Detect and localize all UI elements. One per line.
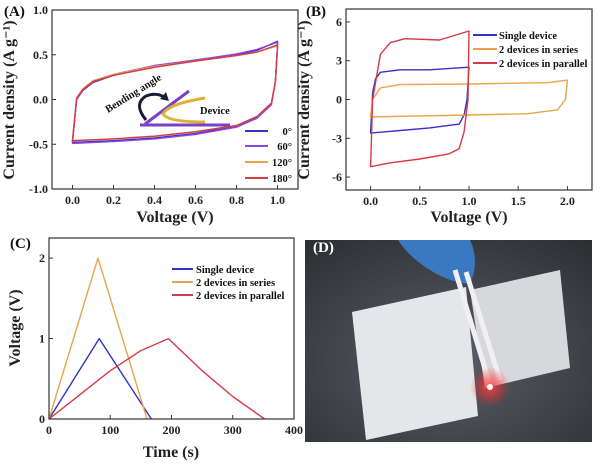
legend-label: 2 devices in parallel <box>196 291 284 302</box>
y-tick-label: 1.0 <box>33 3 48 17</box>
x-tick-label: 0.0 <box>65 193 80 207</box>
x-tick-label: 0.0 <box>363 194 378 208</box>
y-tick-label: -1.0 <box>29 182 48 196</box>
y-tick-label: 0 <box>336 93 342 107</box>
panel-label-d: (D) <box>313 240 334 256</box>
chart-panel-b: Single device 2 devices in series 2 device… <box>296 4 593 226</box>
legend-label: 2 devices in series <box>499 45 578 56</box>
legend-label: 2 devices in series <box>196 278 275 289</box>
x-tick-label: 1.0 <box>462 194 477 208</box>
series-line-1 <box>48 257 148 420</box>
x-tick-label: 0.5 <box>412 194 427 208</box>
annotation-device: Device <box>200 106 230 117</box>
x-tick-label: 100 <box>101 423 119 437</box>
x-tick-label: 300 <box>224 423 242 437</box>
device-packet <box>352 287 478 440</box>
series-line-0 <box>369 66 470 134</box>
x-tick-label: 0.4 <box>147 193 162 207</box>
x-tick-label: 1.5 <box>511 194 526 208</box>
y-tick-label: 1 <box>39 332 45 346</box>
y-axis-label: Current density (A g⁻¹) <box>296 20 313 179</box>
axes-frame <box>48 237 295 420</box>
x-axis-label: Time (s) <box>143 444 199 461</box>
y-tick-label: 2 <box>39 251 45 265</box>
bending-inset: Bending angle Device <box>104 72 230 127</box>
device-shape <box>161 96 206 124</box>
x-tick-label: 2.0 <box>560 194 575 208</box>
legend-label: 0° <box>283 127 292 138</box>
x-tick-label: 0 <box>46 423 52 437</box>
series-line-3 <box>71 44 279 142</box>
x-tick-label: 400 <box>285 423 303 437</box>
x-tick-label: 1.0 <box>270 193 285 207</box>
legend-label: Single device <box>196 265 254 276</box>
x-tick-label: 200 <box>163 423 181 437</box>
y-tick-label: -0.5 <box>29 137 48 151</box>
x-tick-label: 0.6 <box>188 193 203 207</box>
legend-label: 2 devices in parallel <box>499 59 587 70</box>
y-tick-label: 0 <box>39 412 45 426</box>
legend-label: Single device <box>499 31 557 42</box>
panel-label-b: (B) <box>306 4 326 20</box>
panel-label-a: (A) <box>4 4 25 20</box>
x-tick-label: 0.2 <box>106 193 121 207</box>
y-tick-label: 6 <box>336 15 342 29</box>
x-tick-label: 0.8 <box>229 193 244 207</box>
curved-arrow-icon <box>138 92 165 121</box>
y-axis-label: Voltage (V) <box>7 289 24 366</box>
series-line-0 <box>48 337 152 420</box>
series-line-0 <box>71 40 279 144</box>
y-tick-label: -6 <box>332 170 342 184</box>
series-line-2 <box>369 30 470 168</box>
legend-label: 60° <box>277 142 292 153</box>
series-line-1 <box>369 79 569 118</box>
panel-d-photo <box>305 240 592 442</box>
series-line-2 <box>48 337 266 420</box>
legend-label: 180° <box>272 174 292 185</box>
y-tick-label: -3 <box>332 131 342 145</box>
panel-label-c: (C) <box>10 236 31 252</box>
chart-panel-c: Single device 2 devices in series 2 device… <box>7 236 303 461</box>
legend-label: 120° <box>272 158 292 169</box>
y-tick-label: 3 <box>336 54 342 68</box>
x-axis-label: Voltage (V) <box>136 209 213 226</box>
y-axis-label: Current density (A g⁻¹) <box>1 20 18 179</box>
chart-panel-a: 0° 60° 120° 180° 0.0 0.2 0.4 0.6 0.8 1.0 -1.0 -0.5 0… <box>1 3 299 226</box>
y-tick-label: 0.5 <box>33 48 48 62</box>
y-tick-label: 0.0 <box>33 93 48 107</box>
x-axis-label: Voltage (V) <box>430 209 507 226</box>
series-line-1 <box>71 41 279 145</box>
